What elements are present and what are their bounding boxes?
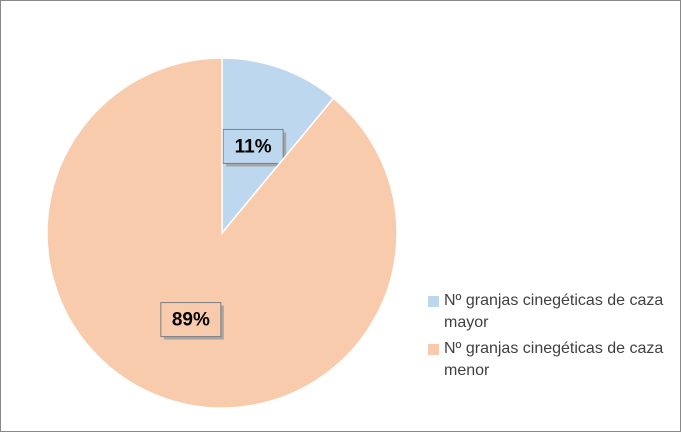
legend-swatch bbox=[428, 344, 439, 355]
legend-item: Nº granjas cinegéticas de caza mayor bbox=[428, 290, 673, 334]
data-label: 89% bbox=[172, 310, 210, 331]
legend-item: Nº granjas cinegéticas de caza menor bbox=[428, 338, 673, 382]
data-label-box: 89% bbox=[160, 302, 224, 340]
label-bg bbox=[160, 302, 222, 338]
pie-slice bbox=[46, 57, 398, 409]
data-label-box: 11% bbox=[222, 128, 287, 167]
data-label: 11% bbox=[235, 136, 272, 157]
label-bg bbox=[222, 128, 284, 164]
legend: Nº granjas cinegéticas de caza mayor Nº g… bbox=[428, 290, 673, 386]
legend-label: Nº granjas cinegéticas de caza menor bbox=[444, 340, 664, 379]
legend-label: Nº granjas cinegéticas de caza mayor bbox=[444, 292, 664, 331]
legend-swatch bbox=[428, 296, 439, 307]
